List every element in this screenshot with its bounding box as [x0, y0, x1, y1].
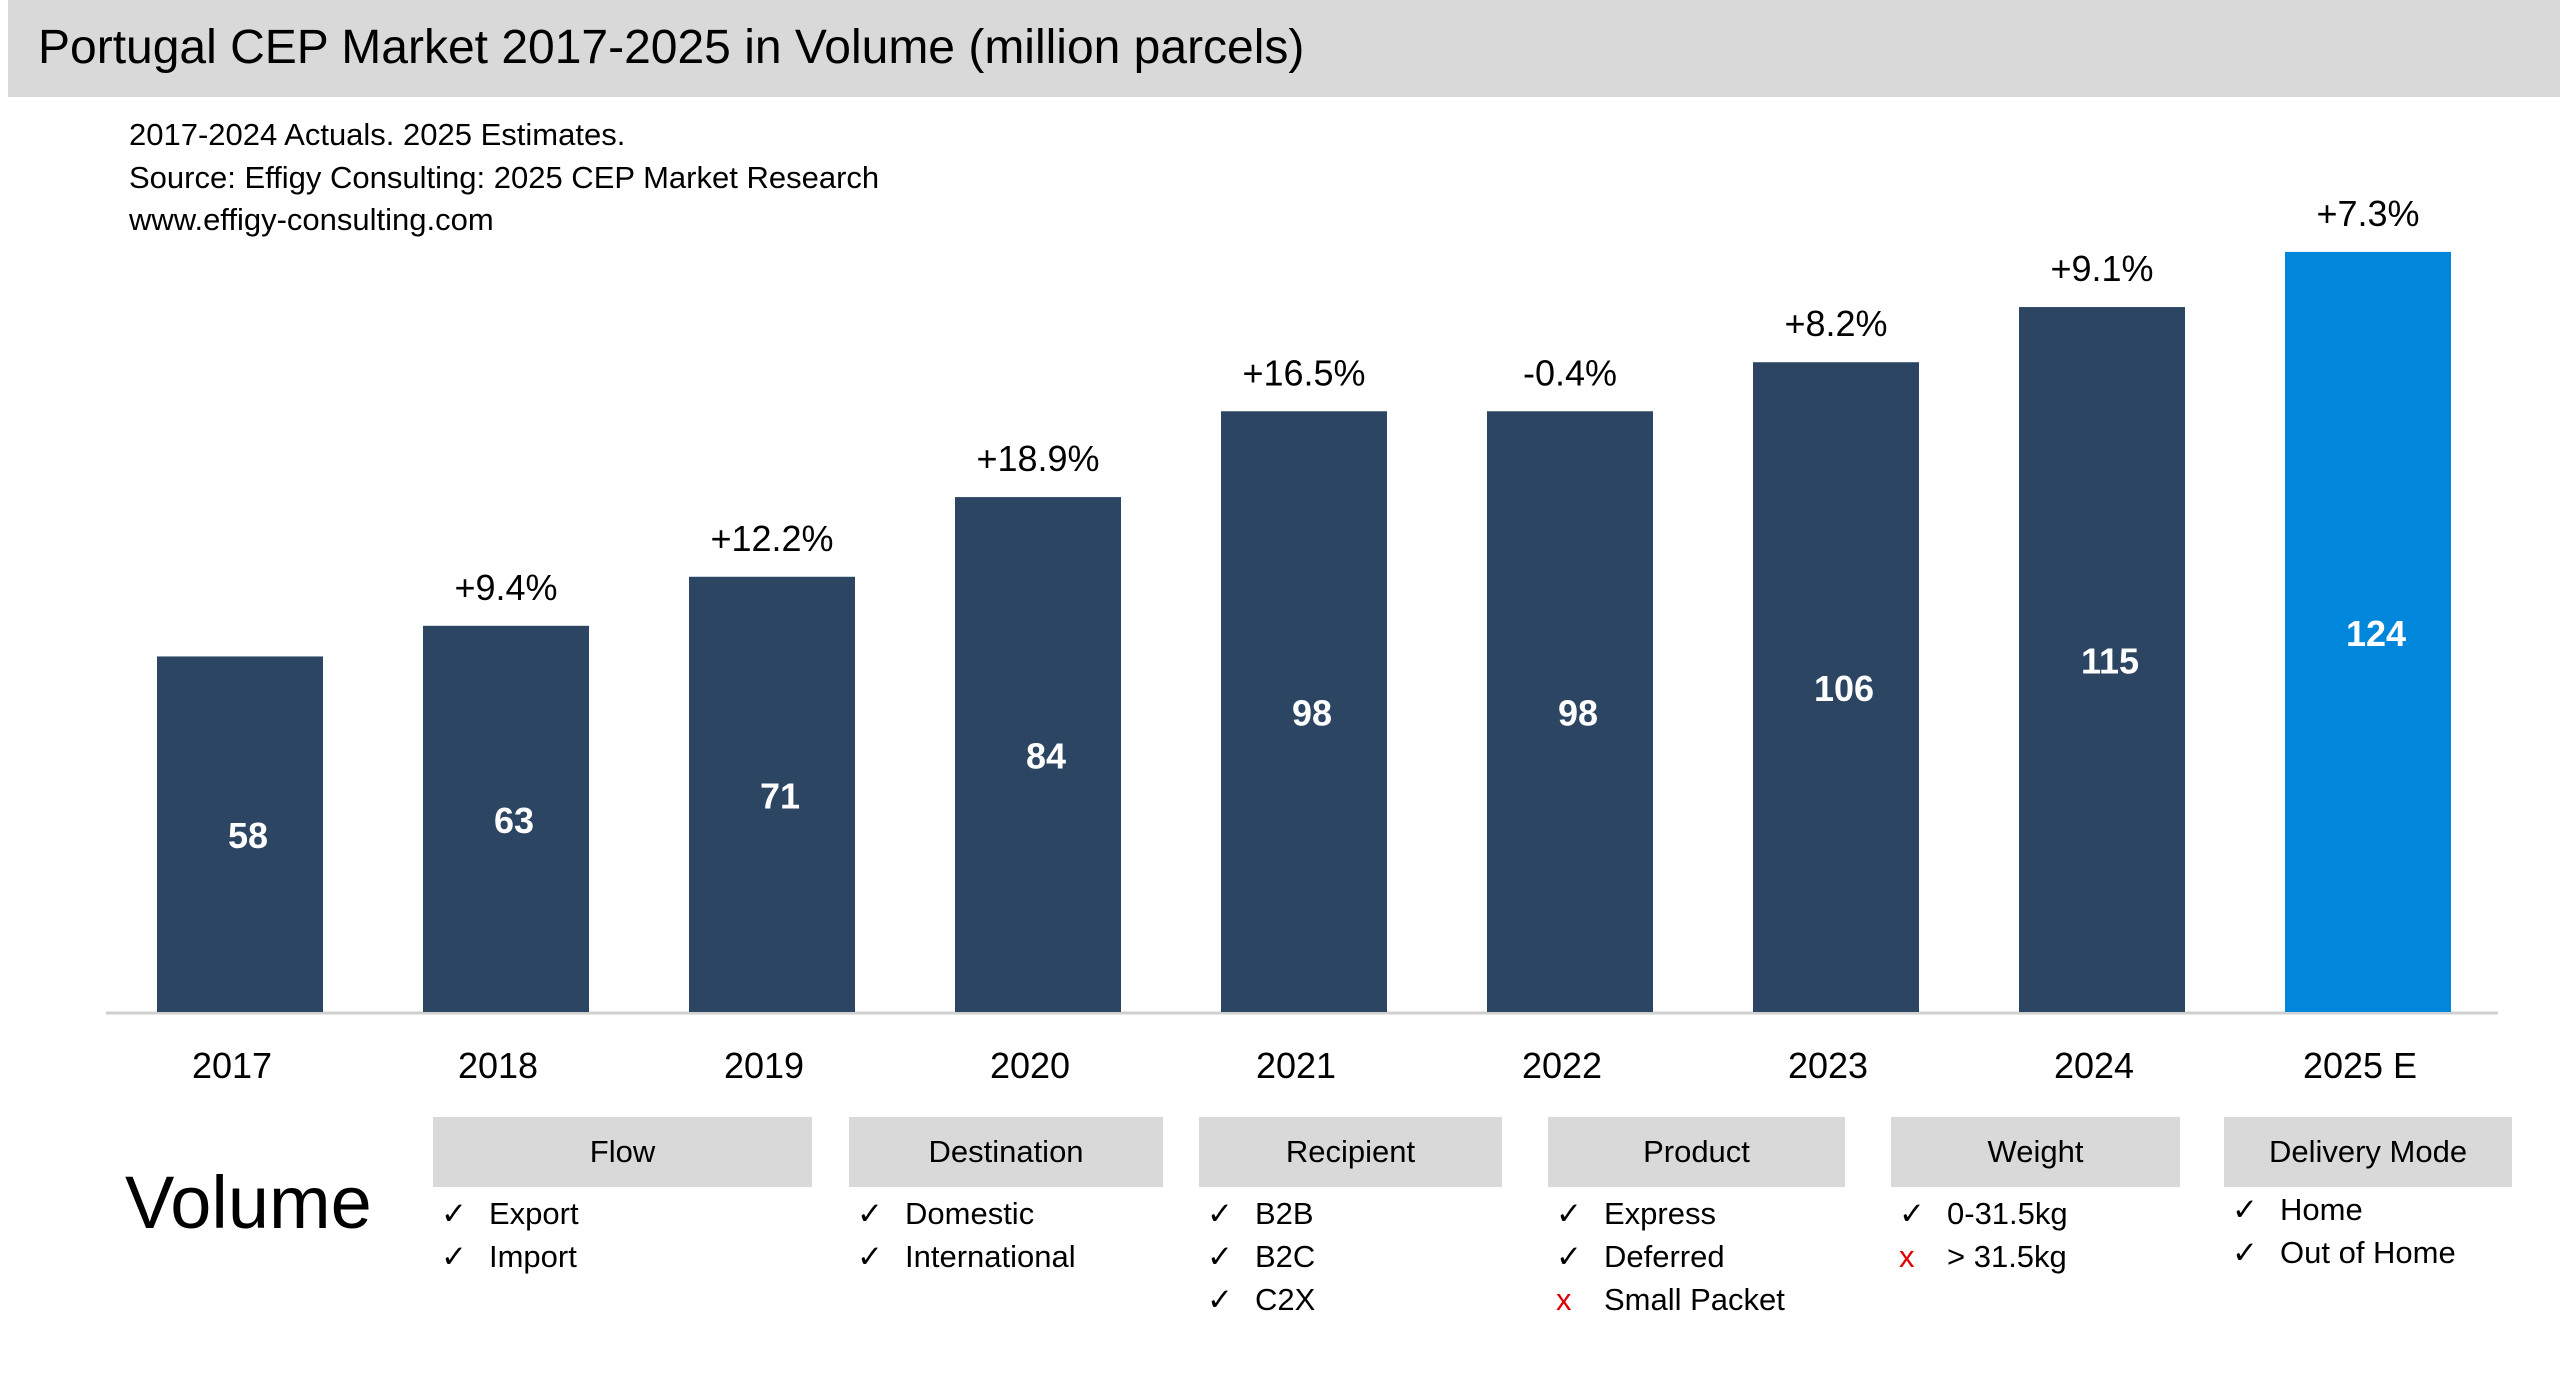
- x-tick-label: 2019: [724, 1045, 804, 1086]
- segment-item-label: Small Packet: [1604, 1282, 1785, 1317]
- x-tick-label: 2017: [192, 1045, 272, 1086]
- check-icon: ✓: [1899, 1196, 1925, 1231]
- segment-item-label: Out of Home: [2280, 1235, 2456, 1270]
- segment-item: x Small Packet: [1556, 1282, 1785, 1318]
- segment-item-label: C2X: [1255, 1282, 1316, 1317]
- check-icon: ✓: [2232, 1235, 2258, 1270]
- segment-header-recipient: Recipient: [1199, 1117, 1502, 1187]
- note-source: Source: Effigy Consulting: 2025 CEP Mark…: [129, 160, 880, 195]
- check-icon: ✓: [857, 1239, 883, 1274]
- segment-item: ✓ Domestic: [857, 1196, 1034, 1232]
- segment-item: ✓ Home: [2232, 1192, 2363, 1228]
- cross-icon: x: [1899, 1239, 1915, 1274]
- check-icon: ✓: [1207, 1196, 1233, 1231]
- growth-label: +16.5%: [1242, 352, 1365, 393]
- note-actuals: 2017-2024 Actuals. 2025 Estimates.: [129, 117, 626, 152]
- check-icon: ✓: [1207, 1239, 1233, 1274]
- segment-item: ✓ International: [857, 1239, 1076, 1275]
- bar: [1221, 411, 1387, 1012]
- segment-item-label: > 31.5kg: [1947, 1239, 2067, 1274]
- check-icon: ✓: [441, 1196, 467, 1231]
- segment-item: ✓ Express: [1556, 1196, 1716, 1232]
- cross-icon: x: [1556, 1282, 1572, 1317]
- x-tick-label: 2020: [990, 1045, 1070, 1086]
- growth-label: +8.2%: [1784, 303, 1887, 344]
- segment-item: ✓ Import: [441, 1239, 577, 1275]
- x-tick-label: 2018: [458, 1045, 538, 1086]
- check-icon: ✓: [441, 1239, 467, 1274]
- bar-value-label: 124: [2346, 613, 2406, 654]
- bar: [423, 625, 589, 1012]
- segment-item-label: Export: [489, 1196, 579, 1231]
- bar: [2019, 307, 2185, 1012]
- segment-item-label: Import: [489, 1239, 577, 1274]
- check-icon: ✓: [1556, 1239, 1582, 1274]
- segment-header-delivery-mode: Delivery Mode: [2224, 1117, 2512, 1187]
- x-tick-label: 2021: [1256, 1045, 1336, 1086]
- x-tick-label: 2025 E: [2303, 1045, 2417, 1086]
- bar: [955, 497, 1121, 1013]
- bar-value-label: 98: [1558, 693, 1598, 734]
- growth-label: +7.3%: [2316, 193, 2419, 234]
- check-icon: ✓: [1207, 1282, 1233, 1317]
- segment-item-label: Domestic: [905, 1196, 1035, 1231]
- bar-value-label: 98: [1292, 693, 1332, 734]
- bar-value-label: 106: [1814, 668, 1874, 709]
- bar-value-label: 115: [2081, 641, 2139, 682]
- x-tick-label: 2022: [1522, 1045, 1602, 1086]
- growth-label: +9.1%: [2050, 248, 2153, 289]
- segment-header-flow: Flow: [433, 1117, 812, 1187]
- segment-header-product: Product: [1548, 1117, 1845, 1187]
- segment-item: ✓ B2B: [1207, 1196, 1314, 1232]
- segment-item: ✓ Out of Home: [2232, 1235, 2456, 1271]
- page-title: Portugal CEP Market 2017-2025 in Volume …: [38, 21, 1305, 74]
- bar: [1487, 411, 1653, 1012]
- growth-label: +18.9%: [976, 438, 1099, 479]
- x-tick-label: 2023: [1788, 1045, 1868, 1086]
- x-tick-label: 2024: [2054, 1045, 2134, 1086]
- segment-item: ✓ B2C: [1207, 1239, 1315, 1275]
- segment-item: ✓ C2X: [1207, 1282, 1315, 1318]
- note-website: www.effigy-consulting.com: [129, 202, 494, 237]
- bar-value-label: 84: [1026, 736, 1066, 777]
- check-icon: ✓: [1556, 1196, 1582, 1231]
- segment-item-label: Home: [2280, 1192, 2363, 1227]
- growth-label: +9.4%: [454, 567, 557, 608]
- bar: [2285, 251, 2451, 1012]
- bar: [1753, 362, 1919, 1013]
- segment-item: x > 31.5kg: [1899, 1239, 2067, 1275]
- segment-header-weight: Weight: [1891, 1117, 2180, 1187]
- segment-item-label: Deferred: [1604, 1239, 1725, 1274]
- growth-label: -0.4%: [1523, 352, 1617, 393]
- segment-item-label: 0-31.5kg: [1947, 1196, 2068, 1231]
- bar: [157, 656, 323, 1012]
- bar-value-label: 58: [228, 815, 268, 856]
- segment-item: ✓ Deferred: [1556, 1239, 1725, 1275]
- check-icon: ✓: [2232, 1192, 2258, 1227]
- segment-item-label: B2C: [1255, 1239, 1316, 1274]
- segment-item-label: Express: [1604, 1196, 1716, 1231]
- bar: [689, 576, 855, 1012]
- bar-value-label: 71: [760, 775, 800, 816]
- check-icon: ✓: [857, 1196, 883, 1231]
- segment-label: Volume: [125, 1161, 372, 1244]
- segment-item: ✓ 0-31.5kg: [1899, 1196, 2068, 1232]
- bar-value-label: 63: [494, 800, 534, 841]
- segment-item: ✓ Export: [441, 1196, 579, 1232]
- segment-item-label: International: [905, 1239, 1076, 1274]
- growth-label: +12.2%: [710, 518, 833, 559]
- segment-header-destination: Destination: [849, 1117, 1163, 1187]
- title-bar: Portugal CEP Market 2017-2025 in Volume …: [8, 0, 2560, 97]
- segment-item-label: B2B: [1255, 1196, 1314, 1231]
